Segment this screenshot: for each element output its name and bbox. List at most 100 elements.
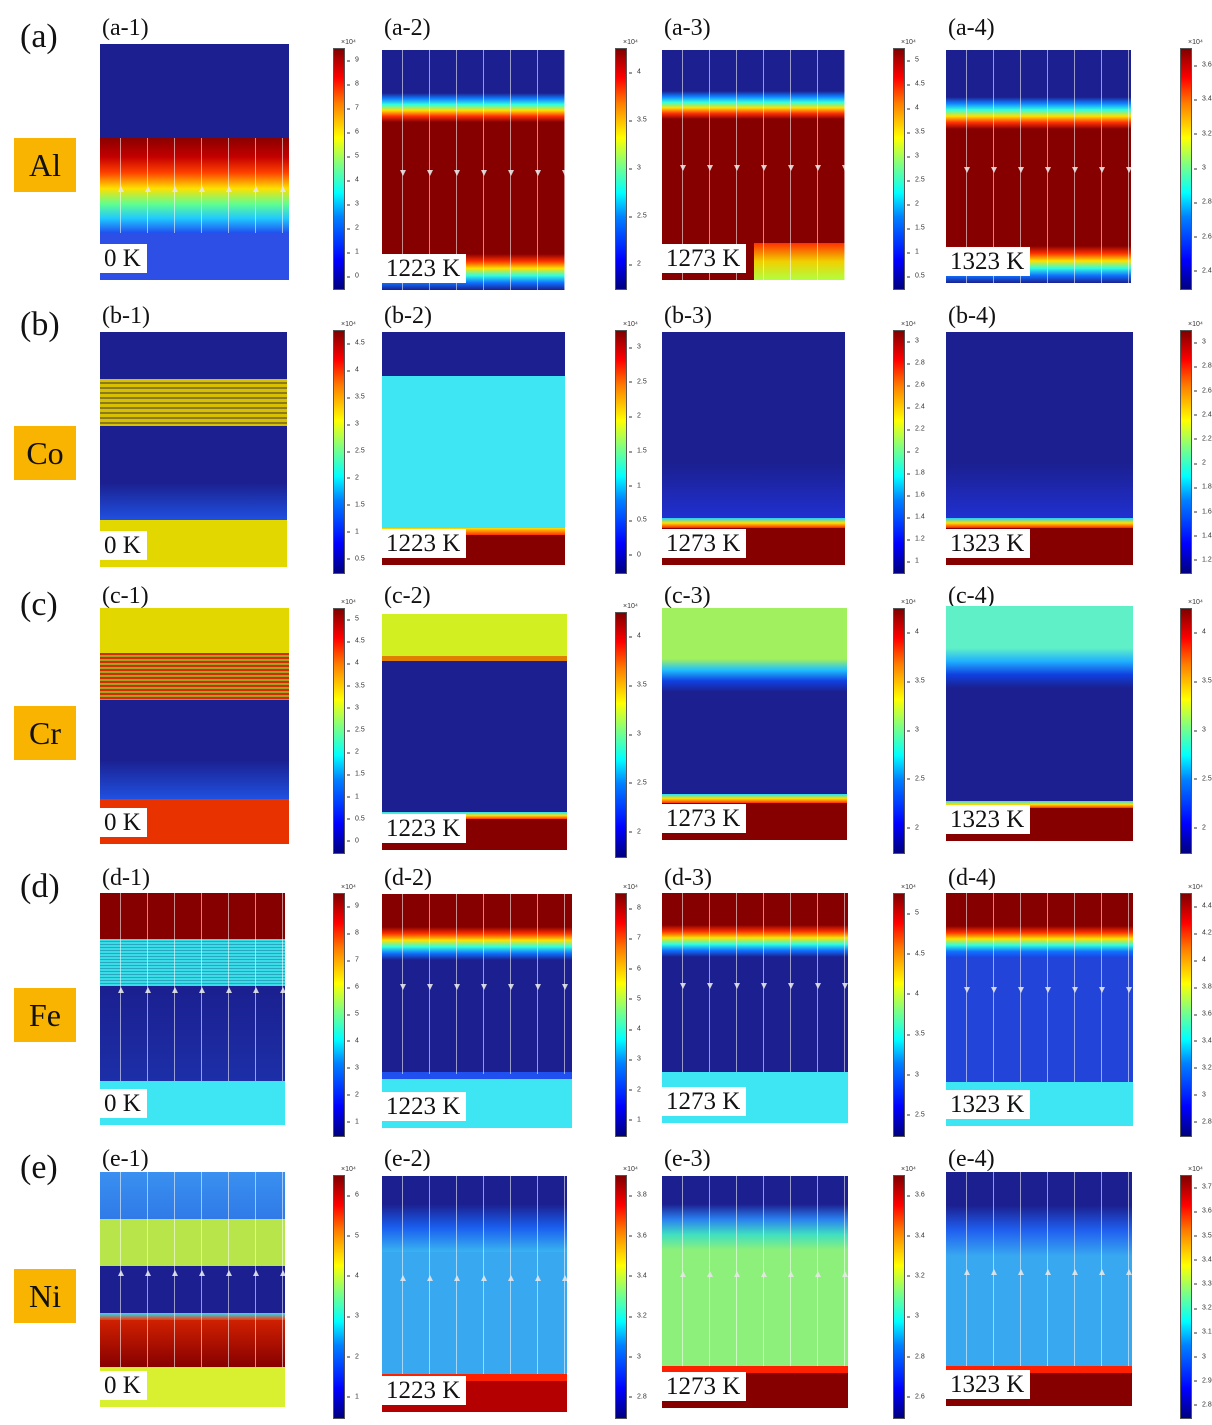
flux-arrow-icon (964, 166, 970, 173)
colorbar-tick-label: 3.6 (1194, 1207, 1212, 1215)
colorbar-tick-label: 2 (907, 200, 919, 208)
colorbar-exponent: ×10⁴ (1188, 39, 1203, 46)
colorbar (1180, 48, 1192, 290)
flux-arrow-icon (253, 185, 259, 192)
colorbar-tick-label: 3 (347, 1312, 359, 1320)
colorbar (893, 1175, 905, 1419)
flux-arrow-icon (145, 1269, 151, 1276)
colorbar-tick-label: 0 (347, 272, 359, 280)
temperature-label: 1223 K (382, 1092, 467, 1121)
flux-arrow-icon (427, 1275, 433, 1282)
colorbar-tick-label: 3 (629, 1353, 641, 1360)
flux-arrow-icon (118, 986, 124, 993)
colorbar-tick-label: 2.4 (1194, 411, 1212, 419)
concentration-band (662, 659, 847, 692)
flux-arrow-icon (508, 984, 514, 991)
colorbar-exponent: ×10⁴ (623, 1166, 638, 1173)
colorbar-tick-label: 4.4 (1194, 902, 1212, 910)
concentration-band (946, 96, 1131, 130)
temperature-label: 1323 K (946, 805, 1031, 834)
colorbar-tick-label: 4 (347, 659, 359, 667)
temperature-label: 1223 K (382, 254, 467, 283)
flux-arrow-icon (400, 984, 406, 991)
colorbar-exponent: ×10⁴ (341, 599, 356, 606)
colorbar-tick-label: 3.4 (1194, 1037, 1212, 1045)
panel-label: (d-3) (664, 865, 712, 891)
colorbar (333, 48, 345, 290)
flux-arrow-icon (562, 170, 565, 176)
temperature-label: 1273 K (662, 1087, 747, 1116)
colorbar-tick-label: 1.6 (907, 491, 925, 499)
colorbar-tick-label: 3 (1194, 726, 1206, 734)
concentration-band (100, 608, 289, 653)
panel-label: (c-2) (384, 583, 431, 609)
colorbar-tick-label: 1.5 (347, 501, 365, 509)
colorbar-tick-label: 3 (907, 152, 919, 160)
colorbar-tick-label: 5 (629, 995, 641, 1003)
flux-arrow-icon (761, 982, 767, 989)
flux-arrow-icon (734, 1271, 740, 1278)
colorbar-tick-label: 2 (347, 474, 359, 482)
flux-arrow-icon (454, 984, 460, 991)
contour-plot (100, 332, 287, 567)
colorbar-tick-label: 1.8 (907, 469, 925, 477)
colorbar-tick-label: 4 (629, 68, 641, 76)
colorbar-exponent: ×10⁴ (341, 1166, 356, 1173)
flux-arrow-icon (761, 165, 767, 171)
colorbar-tick-label: 2.4 (907, 403, 925, 411)
panel-label: (a-2) (384, 15, 431, 41)
colorbar-tick-label: 5 (907, 56, 919, 64)
concentration-band (662, 518, 845, 528)
concentration-band (100, 652, 289, 701)
colorbar-tick-label: 4 (347, 1272, 359, 1280)
colorbar-tick-label: 1.5 (347, 770, 365, 778)
colorbar-tick-label: 1.8 (1194, 483, 1212, 491)
colorbar-exponent: ×10⁴ (1188, 1166, 1203, 1173)
flux-arrow-icon (842, 982, 848, 989)
colorbar-exponent: ×10⁴ (901, 599, 916, 606)
concentration-band (946, 1172, 1132, 1205)
temperature-label: 1323 K (946, 247, 1031, 276)
colorbar-tick-label: 1.6 (1194, 508, 1212, 515)
colorbar-tick-label: 2.8 (907, 1353, 925, 1360)
concentration-band (382, 1204, 567, 1252)
flux-arrow-icon (280, 1269, 285, 1276)
colorbar-tick-label: 8 (629, 904, 641, 912)
concentration-band (100, 379, 287, 426)
colorbar-tick-label: 3 (629, 1055, 641, 1063)
element-badge: Cr (14, 706, 76, 760)
concentration-band (662, 608, 847, 660)
colorbar-tick-label: 3.5 (1194, 677, 1212, 685)
colorbar-tick-label: 4.5 (347, 637, 365, 645)
concentration-band (100, 332, 287, 379)
colorbar-tick-label: 3.3 (1194, 1280, 1212, 1288)
flux-arrow-icon (1099, 1269, 1105, 1276)
colorbar-tick-label: 5 (347, 1232, 359, 1239)
panel-label: (e-4) (948, 1146, 995, 1172)
flux-arrow-icon (481, 170, 487, 176)
colorbar-tick-label: 4 (347, 366, 359, 374)
flux-arrow-icon (400, 170, 406, 176)
flux-arrow-icon (734, 165, 740, 171)
concentration-band (946, 50, 1131, 97)
colorbar (1180, 893, 1192, 1137)
concentration-band (382, 93, 565, 122)
concentration-band (100, 157, 289, 205)
colorbar-tick-label: 1 (347, 528, 359, 536)
row-letter: (b) (20, 306, 60, 343)
flux-arrow-icon (842, 165, 845, 171)
concentration-band (382, 1374, 567, 1382)
colorbar (1180, 608, 1192, 854)
temperature-label: 1223 K (382, 1376, 467, 1405)
contour-plot (946, 606, 1133, 841)
concentration-band (100, 1172, 285, 1219)
concentration-band (382, 812, 567, 820)
colorbar-tick-label: 2.5 (907, 1111, 925, 1119)
panel-label: (b-4) (948, 303, 996, 329)
colorbar-tick-label: 2.6 (1194, 233, 1212, 241)
flux-arrow-icon (280, 185, 286, 192)
concentration-band (382, 376, 565, 528)
concentration-band (382, 894, 572, 927)
panel-label: (b-1) (102, 303, 150, 329)
colorbar-tick-label: 4 (907, 104, 919, 112)
